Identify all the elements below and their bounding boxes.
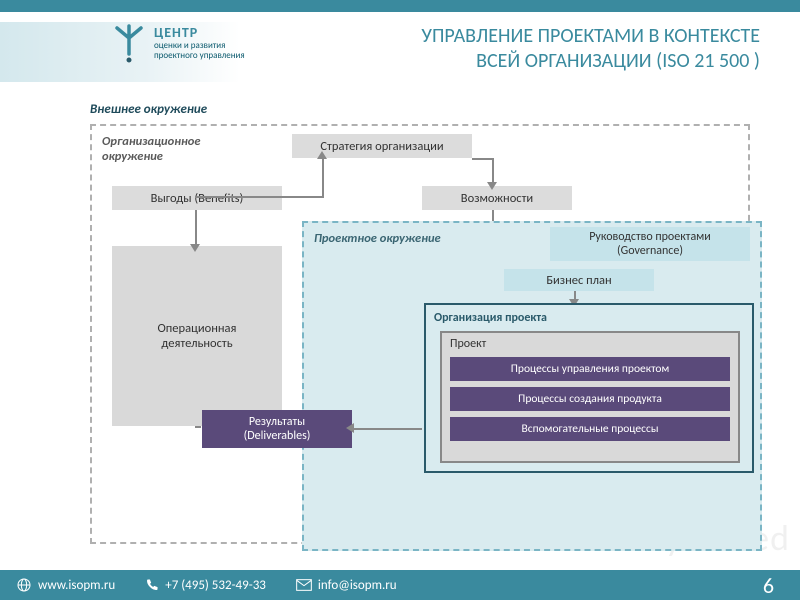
benefits-box: Выгоды (Benefits) (112, 186, 282, 210)
phone-icon (145, 578, 159, 592)
operations-box: Операционная деятельность (112, 246, 282, 426)
page-number: 6 (763, 572, 774, 599)
project-box: Проект Процессы управления проектом Проц… (440, 331, 740, 463)
footer-email: info@isopm.ru (296, 578, 397, 593)
project-label: Проект (450, 337, 730, 351)
opportunities-box: Возможности (422, 186, 572, 210)
external-env-label: Внешнее окружение (90, 102, 207, 117)
project-org-box: Организация проекта Проект Процессы упра… (424, 303, 754, 473)
process-support: Вспомогательные процессы (450, 417, 730, 441)
project-env-box: Проектное окружение Руководство проектам… (302, 221, 762, 551)
page-title: УПРАВЛЕНИЕ ПРОЕКТАМИ В КОНТЕКСТЕ ВСЕЙ ОР… (421, 24, 760, 74)
logo-text: ЦЕНТР оценки и развития проектного управ… (154, 25, 245, 60)
logo-icon (110, 20, 148, 66)
bizplan-box: Бизнес план (504, 269, 654, 291)
globe-icon (16, 577, 32, 593)
logo: ЦЕНТР оценки и развития проектного управ… (110, 20, 245, 66)
process-product: Процессы создания продукта (450, 387, 730, 411)
diagram: Внешнее окружение Организационное окруже… (90, 102, 780, 542)
project-org-label: Организация проекта (434, 311, 744, 325)
mail-icon (296, 579, 312, 591)
footer-phone: +7 (495) 532-49-33 (145, 578, 266, 593)
footer-url: www.isopm.ru (16, 577, 115, 593)
process-mgmt: Процессы управления проектом (450, 357, 730, 381)
deliverables-box: Результаты (Deliverables) (202, 410, 352, 448)
footer: www.isopm.ru +7 (495) 532-49-33 info@iso… (0, 570, 800, 600)
org-env-box: Организационное окружение Стратегия орга… (90, 124, 750, 544)
governance-box: Руководство проектами (Governance) (550, 227, 750, 261)
